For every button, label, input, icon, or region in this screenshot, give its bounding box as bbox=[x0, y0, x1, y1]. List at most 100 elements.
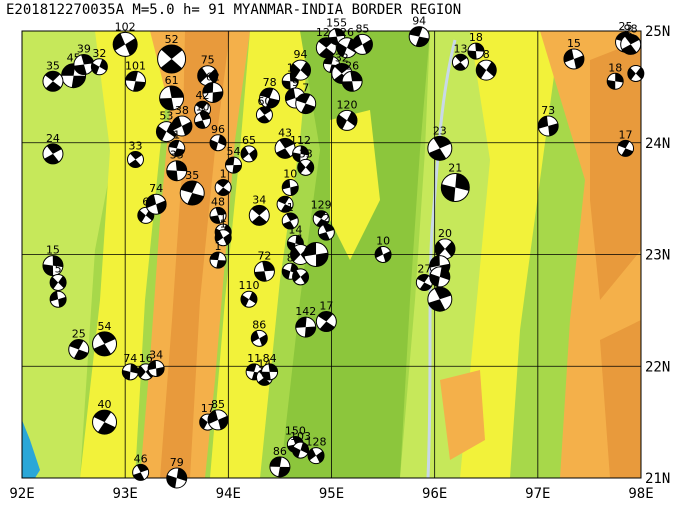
focal-mechanism-beachball[interactable]: 60 bbox=[255, 95, 273, 124]
focal-mechanism-beachball[interactable]: 54 bbox=[92, 320, 118, 357]
focal-mechanism-beachball[interactable]: 1 bbox=[209, 240, 227, 269]
focal-mechanism-beachball[interactable]: 86 bbox=[269, 445, 291, 478]
focal-mechanism-beachball[interactable]: 26 bbox=[341, 59, 363, 92]
focal-mechanism-beachball[interactable] bbox=[276, 195, 294, 213]
focal-mechanism-beachball[interactable]: 27 bbox=[415, 262, 433, 291]
focal-mechanism-beachball[interactable]: 62 bbox=[202, 70, 224, 103]
event-depth-label: 32 bbox=[92, 47, 106, 60]
focal-mechanism-beachball[interactable]: 34 bbox=[248, 193, 270, 226]
beachball-compression-quadrant bbox=[44, 153, 60, 164]
beachball-compression-quadrant bbox=[93, 410, 112, 423]
focal-mechanism-beachball[interactable]: 10 bbox=[281, 167, 299, 196]
focal-mechanism-beachball[interactable]: 13 bbox=[451, 42, 469, 71]
focal-mechanism-beachball[interactable]: 2 bbox=[317, 212, 335, 241]
focal-mechanism-beachball[interactable]: 74 bbox=[145, 182, 167, 215]
focal-mechanism-beachball[interactable]: 1 bbox=[214, 218, 232, 247]
beachball-compression-quadrant bbox=[319, 47, 335, 58]
focal-mechanism-beachball[interactable]: 1 bbox=[168, 128, 186, 157]
focal-mechanism-beachball[interactable]: 52 bbox=[157, 33, 187, 74]
focal-mechanism-beachball[interactable]: 40 bbox=[92, 398, 118, 435]
focal-mechanism-beachball[interactable]: 24 bbox=[42, 132, 64, 165]
focal-mechanism-beachball[interactable]: 103 bbox=[290, 430, 311, 459]
focal-mechanism-beachball[interactable]: 39 bbox=[73, 43, 95, 76]
focal-mechanism-beachball[interactable]: 98 bbox=[620, 22, 642, 55]
focal-mechanism-beachball[interactable]: 20 bbox=[434, 227, 456, 260]
focal-mechanism-beachball[interactable]: 73 bbox=[537, 104, 559, 137]
focal-mechanism-beachball[interactable]: 78 bbox=[259, 76, 281, 109]
focal-mechanism-beachball[interactable]: 101 bbox=[124, 59, 146, 92]
terrain-yellow-patch bbox=[330, 110, 380, 260]
focal-mechanism-beachball[interactable] bbox=[427, 286, 453, 312]
focal-mechanism-beachball[interactable]: 21 bbox=[440, 161, 470, 202]
focal-mechanism-beachball[interactable]: 15 bbox=[42, 244, 64, 277]
beachball-compression-quadrant bbox=[318, 232, 330, 241]
focal-mechanism-beachball[interactable]: 96 bbox=[209, 123, 227, 152]
focal-mechanism-beachball[interactable]: 110 bbox=[238, 279, 259, 308]
focal-mechanism-beachball[interactable]: 34 bbox=[147, 348, 165, 377]
event-depth-label: 65 bbox=[242, 134, 256, 147]
beachball-compression-quadrant bbox=[429, 273, 440, 287]
focal-mechanism-beachball[interactable]: 10 bbox=[194, 100, 212, 129]
beachball-compression-quadrant bbox=[225, 157, 235, 166]
focal-mechanism-beachball[interactable]: 1 bbox=[281, 201, 299, 230]
focal-mechanism-beachball[interactable]: 17 bbox=[617, 128, 635, 157]
beachball-compression-quadrant bbox=[305, 161, 314, 174]
beachball-compression-quadrant bbox=[269, 456, 282, 467]
focal-mechanism-beachball[interactable]: 65 bbox=[240, 134, 258, 163]
event-depth-label: 120 bbox=[336, 98, 357, 111]
focal-mechanism-beachball[interactable]: 72 bbox=[253, 249, 275, 282]
focal-mechanism-beachball[interactable]: 18 bbox=[467, 31, 485, 60]
focal-mechanism-beachball[interactable] bbox=[292, 268, 310, 286]
focal-mechanism-beachball[interactable]: 17 bbox=[315, 300, 337, 333]
beachball-compression-quadrant bbox=[93, 343, 112, 356]
focal-mechanism-beachball[interactable]: 10 bbox=[374, 235, 392, 263]
focal-mechanism-beachball[interactable]: 85 bbox=[351, 22, 373, 55]
focal-mechanism-beachball[interactable]: 94 bbox=[408, 15, 430, 48]
focal-mechanism-beachball[interactable]: 85 bbox=[207, 398, 229, 431]
focal-mechanism-beachball[interactable]: 129 bbox=[311, 199, 332, 228]
focal-mechanism-beachball[interactable] bbox=[303, 242, 329, 267]
focal-mechanism-beachball[interactable]: 15 bbox=[563, 37, 585, 70]
focal-mechanism-beachball[interactable]: 7 bbox=[295, 82, 317, 115]
focal-mechanism-beachball[interactable]: 33 bbox=[126, 140, 144, 169]
focal-mechanism-beachball[interactable]: 74 bbox=[121, 352, 139, 381]
focal-mechanism-beachball[interactable]: 18 bbox=[606, 61, 624, 90]
focal-mechanism-beachball[interactable]: 120 bbox=[336, 98, 358, 131]
focal-mechanism-beachball[interactable]: 43 bbox=[274, 126, 296, 159]
focal-mechanism-beachball[interactable] bbox=[429, 266, 451, 288]
focal-mechanism-beachball[interactable]: 54 bbox=[224, 145, 242, 174]
graticule bbox=[22, 31, 641, 478]
focal-mechanism-beachball[interactable]: 84 bbox=[261, 352, 279, 381]
focal-mechanism-beachball[interactable]: 33 bbox=[297, 147, 315, 176]
focal-mechanism-beachball[interactable]: 86 bbox=[250, 318, 268, 347]
event-depth-label: 17 bbox=[201, 402, 215, 415]
focal-mechanism-beachball[interactable]: 128 bbox=[306, 436, 327, 465]
focal-mechanism-beachball[interactable] bbox=[627, 64, 645, 82]
focal-mechanism-beachball[interactable]: 5 bbox=[49, 262, 67, 291]
focal-mechanism-beachball[interactable]: 61 bbox=[159, 74, 185, 111]
beachball-compression-quadrant bbox=[195, 101, 208, 110]
focal-mechanism-beachball[interactable]: 8 bbox=[475, 48, 497, 81]
focal-mechanism-beachball[interactable]: 25 bbox=[68, 327, 90, 360]
focal-mechanism-beachball[interactable]: 94 bbox=[290, 48, 312, 81]
focal-mechanism-beachball[interactable]: 48 bbox=[209, 195, 227, 224]
focal-mechanism-beachball[interactable]: 35 bbox=[166, 149, 188, 182]
focal-mechanism-beachball[interactable]: 102 bbox=[112, 20, 138, 57]
focal-mechanism-beachball[interactable] bbox=[49, 290, 67, 308]
beachball-compression-quadrant bbox=[336, 42, 347, 58]
beachball-compression-quadrant bbox=[618, 140, 630, 149]
focal-mechanism-beachball[interactable]: 1 bbox=[214, 167, 232, 196]
event-depth-label: 128 bbox=[306, 436, 327, 449]
focal-mechanism-beachball[interactable]: 75 bbox=[197, 54, 219, 87]
focal-mechanism-beachball[interactable]: 142 bbox=[295, 305, 317, 338]
focal-mechanism-beachball[interactable]: 32 bbox=[90, 47, 108, 76]
focal-mechanism-beachball[interactable]: 23 bbox=[427, 124, 453, 161]
focal-mechanism-beachball[interactable]: 79 bbox=[166, 456, 188, 489]
focal-mechanism-beachball[interactable]: 46 bbox=[132, 452, 150, 481]
beachball-compression-quadrant bbox=[171, 116, 182, 131]
focal-mechanism-beachball[interactable]: 35 bbox=[42, 59, 64, 92]
focal-mechanism-beachball[interactable]: 35 bbox=[179, 169, 205, 206]
event-depth-label: 72 bbox=[257, 249, 271, 262]
focal-mechanism-beachball[interactable]: 112 bbox=[290, 134, 311, 163]
focal-mechanism-beachball[interactable]: 38 bbox=[171, 104, 193, 137]
